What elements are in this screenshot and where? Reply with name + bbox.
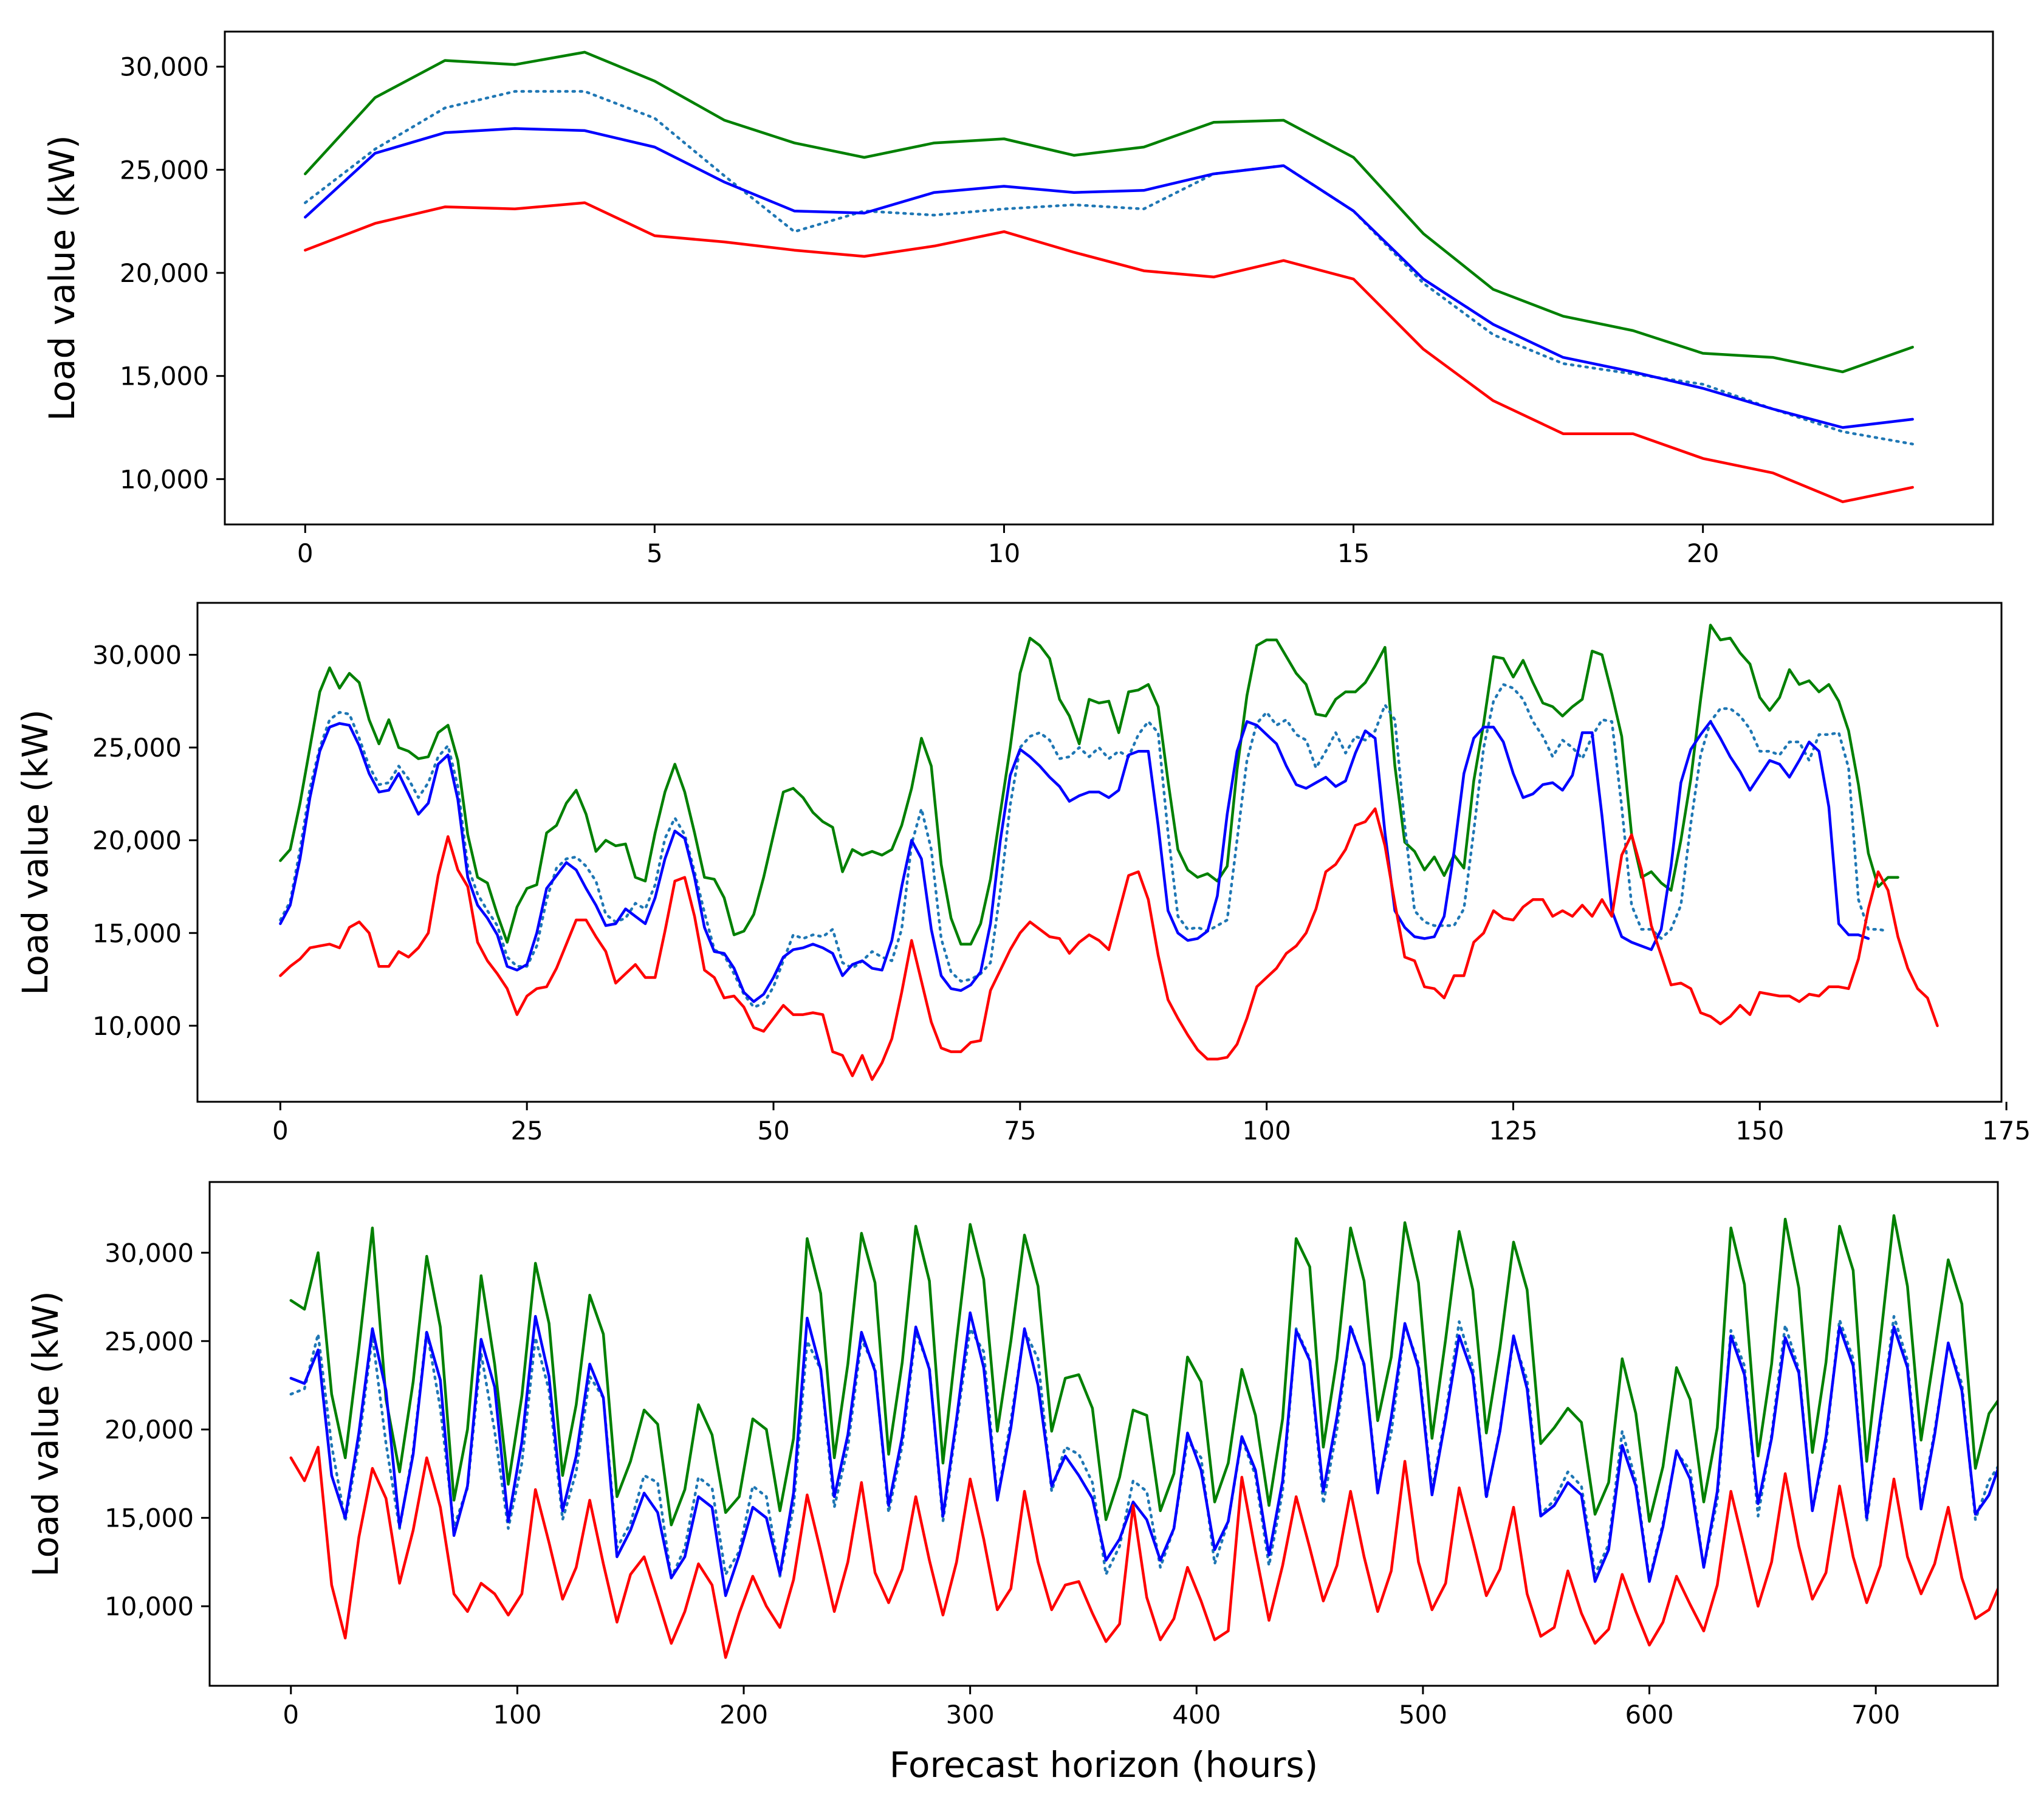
plot-frame bbox=[208, 1181, 1999, 1687]
y-tick-label: 20,000 bbox=[105, 1415, 194, 1445]
x-tick-label: 25 bbox=[510, 1116, 543, 1146]
series-line-upper bbox=[304, 50, 1914, 374]
y-tick-label: 30,000 bbox=[120, 52, 209, 82]
x-tick-label: 700 bbox=[1851, 1700, 1900, 1730]
y-tick-label: 25,000 bbox=[120, 155, 209, 185]
chart-panel-3: 0 100 200 300 400 500 600 700 10,000 15,000 20,000… bbox=[25, 1181, 1999, 1785]
y-tick-label: 15,000 bbox=[120, 362, 209, 391]
plot-frame bbox=[224, 30, 1994, 526]
series-line-lower bbox=[304, 201, 1914, 503]
y-tick-label: 20,000 bbox=[120, 258, 209, 288]
y-tick-label: 10,000 bbox=[120, 464, 209, 494]
y-tick-label: 10,000 bbox=[92, 1011, 182, 1041]
x-tick-label: 300 bbox=[946, 1700, 995, 1730]
series-line-lower bbox=[289, 1446, 1998, 1659]
x-tick-label: 175 bbox=[1982, 1116, 2031, 1146]
y-axis-label: Load value (kW) bbox=[41, 135, 83, 421]
y-tick-label: 20,000 bbox=[92, 826, 182, 856]
y-tick-label: 30,000 bbox=[92, 640, 182, 670]
y-axis-label: Load value (kW) bbox=[15, 709, 56, 995]
y-tick-label: 15,000 bbox=[105, 1503, 194, 1533]
chart-panel-1: 0 5 10 15 20 10,000 15,000 20,000 25,000 30,000 Lo… bbox=[41, 30, 1994, 568]
y-tick-label: 10,000 bbox=[105, 1592, 194, 1621]
series-line-actual bbox=[304, 90, 1914, 445]
x-tick-label: 50 bbox=[757, 1116, 789, 1146]
x-tick-label: 75 bbox=[1004, 1116, 1036, 1146]
x-tick-label: 600 bbox=[1625, 1700, 1673, 1730]
x-tick-label: 0 bbox=[272, 1116, 289, 1146]
series-line-forecast bbox=[279, 720, 1870, 1003]
series-group bbox=[279, 624, 1939, 1081]
series-line-upper bbox=[279, 624, 1899, 946]
x-tick-label: 20 bbox=[1687, 538, 1719, 568]
series-group bbox=[304, 50, 1914, 503]
x-tick-label: 0 bbox=[283, 1700, 299, 1730]
plot-frame bbox=[196, 602, 2003, 1103]
x-axis-label: Forecast horizon (hours) bbox=[890, 1744, 1319, 1785]
x-tick-label: 150 bbox=[1735, 1116, 1784, 1146]
series-line-forecast bbox=[304, 127, 1914, 429]
series-line-upper bbox=[289, 1214, 1998, 1527]
series-line-actual bbox=[279, 683, 1890, 1009]
chart-panel-2: 0 25 50 75 100 125 150 175 10,000 15,000 20,000 25,… bbox=[15, 602, 2031, 1146]
x-tick-label: 500 bbox=[1399, 1700, 1447, 1730]
x-tick-label: 10 bbox=[988, 538, 1020, 568]
x-tick-label: 0 bbox=[297, 538, 314, 568]
x-tick-label: 5 bbox=[646, 538, 663, 568]
x-tick-label: 200 bbox=[719, 1700, 768, 1730]
series-group bbox=[289, 1214, 1998, 1659]
x-tick-label: 100 bbox=[493, 1700, 541, 1730]
y-axis-label: Load value (kW) bbox=[25, 1291, 66, 1577]
series-line-lower bbox=[279, 807, 1939, 1081]
y-tick-label: 25,000 bbox=[92, 733, 182, 763]
series-line-forecast bbox=[289, 1311, 1998, 1597]
x-tick-label: 15 bbox=[1337, 538, 1370, 568]
y-tick-label: 15,000 bbox=[92, 918, 182, 948]
x-tick-label: 125 bbox=[1489, 1116, 1537, 1146]
y-tick-label: 25,000 bbox=[105, 1327, 194, 1356]
x-tick-label: 400 bbox=[1172, 1700, 1221, 1730]
y-tick-label: 30,000 bbox=[105, 1238, 194, 1268]
x-tick-label: 100 bbox=[1243, 1116, 1291, 1146]
